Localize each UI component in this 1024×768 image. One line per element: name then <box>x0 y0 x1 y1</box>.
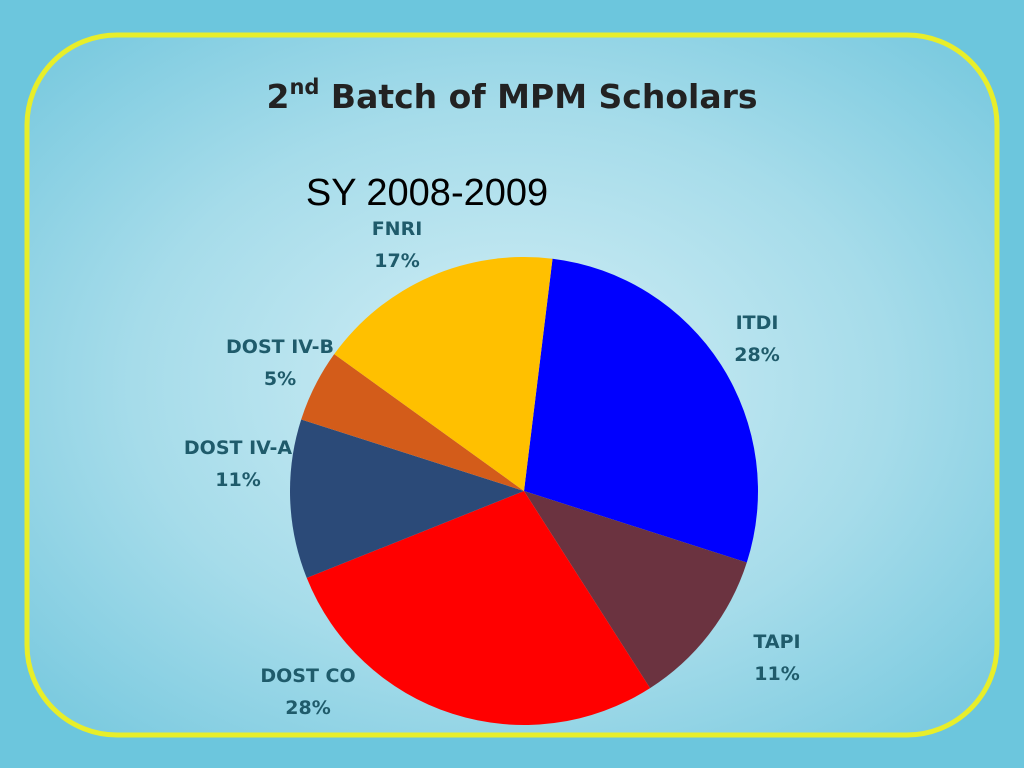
pie-slice <box>524 491 747 689</box>
chart-subtitle: SY 2008-2009 <box>306 172 548 214</box>
value-label: 5% <box>264 368 296 390</box>
category-label: TAPI <box>753 631 800 653</box>
category-label: DOST IV-A <box>184 437 292 459</box>
slide-title: 2nd Batch of MPM Scholars <box>266 75 757 116</box>
title-part: Batch of MPM Scholars <box>319 77 757 116</box>
value-label: 28% <box>734 344 779 366</box>
category-label: DOST IV-B <box>226 336 334 358</box>
value-label: 11% <box>215 469 260 491</box>
value-label: 17% <box>374 250 419 272</box>
pie-slice <box>306 491 651 726</box>
title-part: 2 <box>266 77 289 116</box>
pie-slice <box>334 257 553 491</box>
value-label: 11% <box>754 663 799 685</box>
pie-slice <box>289 419 524 578</box>
category-label: DOST CO <box>260 665 355 687</box>
category-label: ITDI <box>736 312 779 334</box>
title-superscript: nd <box>289 75 319 99</box>
pie-slice <box>301 354 524 491</box>
category-label: FNRI <box>372 218 423 240</box>
value-label: 28% <box>285 697 330 719</box>
pie-slice <box>524 258 759 563</box>
